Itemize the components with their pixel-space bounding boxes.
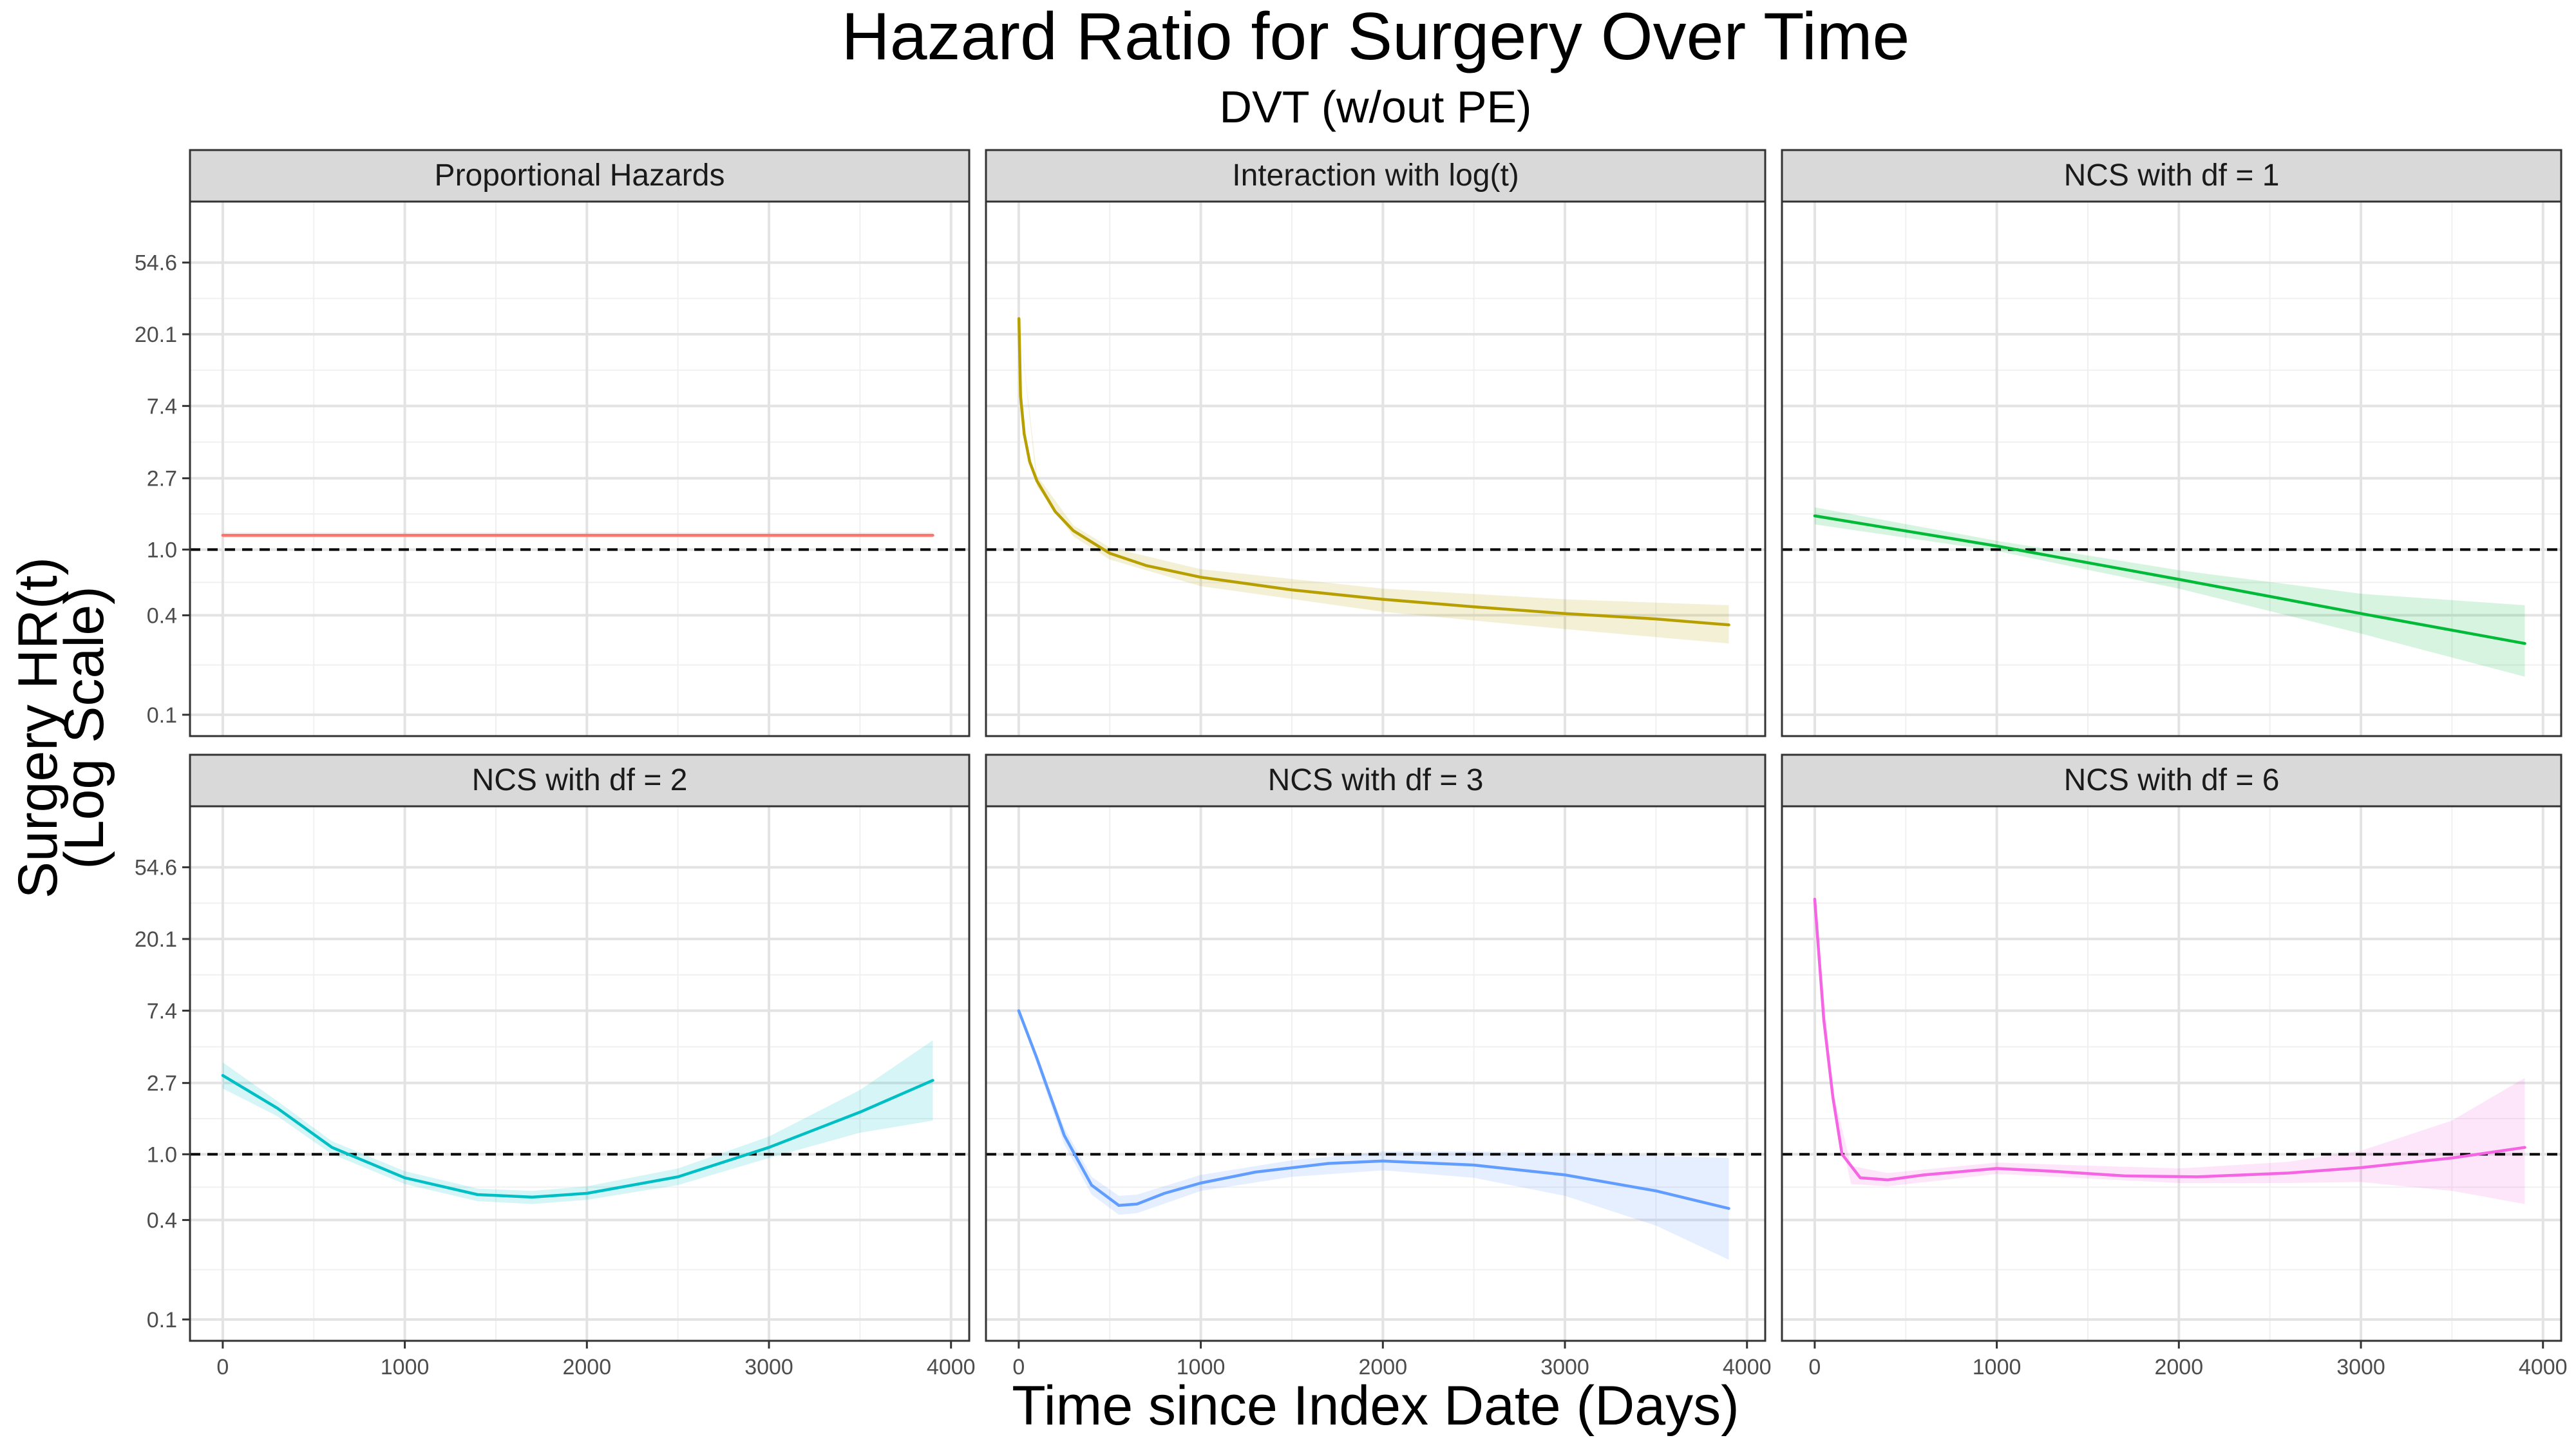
x-tick-label: 2000 [2154,1355,2203,1379]
panel-border [985,200,1766,737]
hazard-ratio-line [1017,317,1730,627]
plot-background [190,202,969,736]
y-tick-label: 2.7 [147,467,177,491]
facet-panel: Interaction with log(t) [985,149,1766,737]
facet-title: NCS with df = 2 [472,763,688,797]
y-tick-label: 1.0 [147,538,177,562]
panel-border [189,805,971,1342]
facet-title: Interaction with log(t) [1232,158,1519,193]
hazard-ratio-line [221,1074,934,1199]
facet-strip [189,753,971,808]
x-tick-label: 1000 [1973,1355,2022,1379]
facet-panel: NCS with df = 3 0 1000 2000 3000 4000 [985,753,1772,1379]
y-tick-label: 2.7 [147,1072,177,1096]
plot-background [1782,806,2561,1341]
facet-panel: Proportional Hazards 0.1 0.4 1.0 2.7 7.4 20.1 5… [135,149,971,737]
x-tick-label: 1000 [1177,1355,1226,1379]
facet-panels: Proportional Hazards 0.1 0.4 1.0 2.7 7.4 20.1 5… [135,149,2568,1379]
plot-background [190,806,969,1341]
x-tick-label: 2000 [562,1355,611,1379]
y-axis-label-line2: (Log Scale) [53,586,115,869]
y-tick-label: 1.0 [147,1142,177,1167]
facet-panel: NCS with df = 2 0.1 0.4 1.0 2.7 7.4 20.1 54.6 0 1… [135,753,976,1379]
y-axis-label: Surgery HR(t) (Log Scale) [7,557,115,898]
chart-title: Hazard Ratio for Surgery Over Time [842,0,1910,74]
x-axis-label: Time since Index Date (Days) [1012,1375,1739,1437]
confidence-band [1814,899,2525,1204]
hazard-ratio-line [1813,514,2526,645]
y-tick-label: 54.6 [135,856,177,880]
x-tick-label: 3000 [1540,1355,1589,1379]
x-tick-label: 2000 [1358,1355,1407,1379]
y-tick-label: 0.4 [147,603,177,628]
chart-subtitle: DVT (w/out PE) [1220,82,1532,132]
panel-border [1781,805,2562,1342]
facet-strip [1781,753,2562,808]
x-tick-label: 0 [1808,1355,1821,1379]
x-tick-label: 4000 [1723,1355,1772,1379]
y-tick-label: 0.1 [147,703,177,728]
plot-background [986,806,1765,1341]
y-tick-label: 20.1 [135,323,177,347]
facet-strip [1781,149,2562,203]
facet-panel: NCS with df = 6 0 1000 2000 3000 4000 [1781,753,2568,1379]
panel-border [1781,200,2562,737]
x-tick-label: 3000 [2336,1355,2385,1379]
hazard-ratio-line [1813,897,2526,1182]
confidence-band [1019,318,1729,644]
x-tick-label: 0 [1012,1355,1025,1379]
facet-strip [189,149,971,203]
y-tick-label: 7.4 [147,394,177,419]
y-tick-label: 20.1 [135,927,177,952]
x-tick-label: 0 [216,1355,229,1379]
facet-title: NCS with df = 3 [1268,763,1484,797]
y-tick-label: 0.4 [147,1208,177,1233]
y-tick-label: 0.1 [147,1308,177,1332]
x-tick-label: 4000 [927,1355,976,1379]
y-tick-label: 7.4 [147,999,177,1023]
plot-background [1782,202,2561,736]
x-tick-label: 4000 [2519,1355,2568,1379]
facet-title: Proportional Hazards [435,158,725,193]
x-tick-label: 3000 [744,1355,793,1379]
facet-strip [985,149,1766,203]
x-tick-label: 1000 [381,1355,430,1379]
panel-border [985,805,1766,1342]
facet-title: NCS with df = 6 [2064,763,2280,797]
plot-background [986,202,1765,736]
y-axis-label-line1: Surgery HR(t) [7,557,69,898]
y-tick-label: 54.6 [135,251,177,276]
facet-panel: NCS with df = 1 [1781,149,2562,737]
hazard-ratio-line [1017,1009,1730,1210]
panel-border [189,200,971,737]
facet-title: NCS with df = 1 [2064,158,2280,193]
